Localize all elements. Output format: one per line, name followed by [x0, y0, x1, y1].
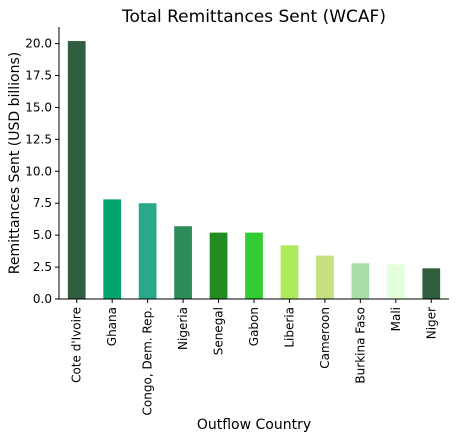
y-axis: 0.0 2.5 5.0 7.5 10.0 12.5 15.0 17.5 20.0: [25, 37, 59, 306]
x-tick-label: Nigeria: [176, 307, 190, 350]
y-tick-label: 5.0: [33, 228, 52, 242]
y-tick-label: 2.5: [33, 260, 52, 274]
x-tick-label: Liberia: [282, 307, 296, 348]
y-axis-title: Remittances Sent (USD billions): [7, 52, 23, 275]
bar: [174, 226, 192, 299]
x-tick-label: Cote d'Ivoire: [70, 307, 84, 383]
x-tick-label: Gabon: [247, 307, 261, 346]
y-tick-label: 20.0: [25, 37, 52, 51]
y-tick-label: 7.5: [33, 196, 52, 210]
x-tick-label: Mali: [389, 307, 403, 331]
bars-group: [67, 41, 441, 300]
x-tick-label: Congo, Dem. Rep.: [141, 307, 155, 415]
bar: [386, 264, 405, 299]
bar: [138, 203, 157, 299]
x-axis: Cote d'Ivoire Ghana Congo, Dem. Rep. Nigeri…: [70, 299, 438, 415]
x-tick-label: Niger: [424, 307, 438, 339]
bar: [67, 41, 86, 300]
bar: [245, 232, 263, 299]
y-tick-label: 10.0: [25, 164, 52, 178]
y-tick-label: 17.5: [25, 69, 52, 83]
bar: [351, 263, 370, 299]
bar: [280, 245, 299, 299]
x-tick-label: Burkina Faso: [353, 307, 367, 384]
y-tick-label: 0.0: [33, 292, 52, 306]
x-axis-title: Outflow Country: [197, 417, 311, 433]
bar: [103, 199, 122, 299]
x-tick-label: Cameroon: [318, 307, 332, 369]
bar: [316, 255, 334, 299]
chart-title: Total Remittances Sent (WCAF): [121, 7, 386, 27]
y-tick-label: 15.0: [25, 100, 52, 114]
x-tick-label: Senegal: [212, 307, 226, 355]
x-tick-label: Ghana: [105, 307, 119, 346]
bar: [209, 232, 228, 299]
y-tick-label: 12.5: [25, 132, 52, 146]
bar: [422, 268, 441, 299]
